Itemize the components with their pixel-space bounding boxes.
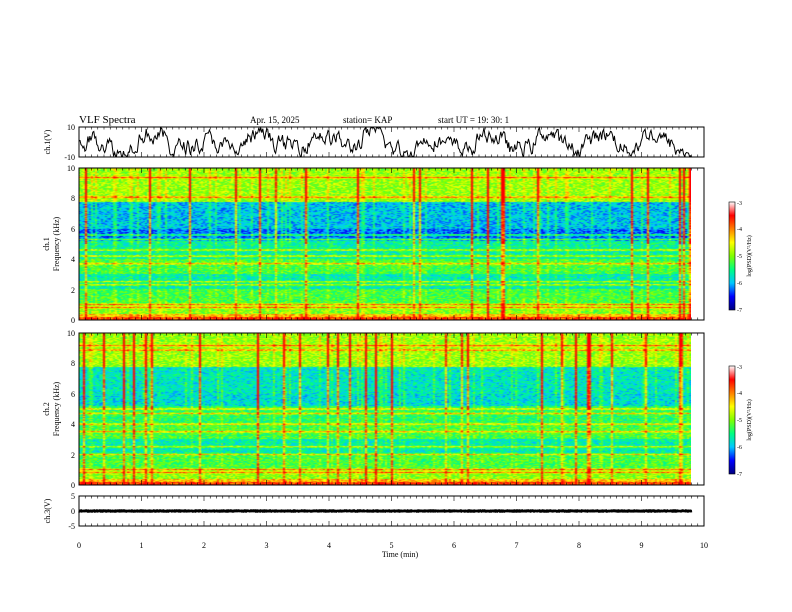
date-label: Apr. 15, 2025 — [250, 115, 300, 125]
ch1-cb-tick-m6: -6 — [737, 281, 742, 287]
ch1-freq-tick-2: 2 — [71, 286, 75, 295]
time-tick-label-9: 9 — [640, 541, 644, 550]
ch2-freq-tick-10: 10 — [67, 329, 75, 338]
start-ut-label: start UT = 19: 30: 1 — [438, 115, 509, 125]
time-tick-label-1: 1 — [140, 541, 144, 550]
ch1-spec-ylabel-frequency: Frequency (kHz) — [52, 216, 61, 271]
ch3-ytick-top: 5 — [71, 492, 75, 501]
time-axis-label: Time (min) — [382, 550, 419, 559]
ch2-cb-tick-m4: -4 — [737, 391, 742, 397]
ch2-freq-tick-2: 2 — [71, 451, 75, 460]
ch1-spectrogram-panel: 0 2 4 6 8 10 ch.1 Frequency (kHz) -3 -4 … — [42, 164, 753, 325]
ch2-cb-tick-m3: -3 — [737, 365, 742, 371]
ch2-cb-tick-m7: -7 — [737, 472, 742, 478]
ch1-cb-tick-m7: -7 — [737, 308, 742, 314]
time-tick-label-6: 6 — [452, 541, 456, 550]
time-tick-label-7: 7 — [515, 541, 519, 550]
ch2-freq-tick-4: 4 — [71, 420, 75, 429]
ch3-ytick-bottom: -5 — [68, 522, 75, 531]
ch3-waveform-xticks — [78, 496, 705, 526]
ch2-freq-tick-6: 6 — [71, 390, 75, 399]
ch1-ytick-top: 10 — [67, 123, 75, 132]
ch2-freq-tick-0: 0 — [71, 481, 75, 490]
ch3-ytick-mid: 0 — [71, 507, 75, 516]
ch2-cb-tick-m5: -5 — [737, 418, 742, 424]
ch3-waveform-panel: 5 0 -5 ch.3(V) — [43, 492, 705, 531]
ch1-colorbar-label: log(PSD)(V²/Hz) — [746, 235, 753, 276]
ch2-spec-ylabel-frequency: Frequency (kHz) — [52, 381, 61, 436]
time-tick-label-8: 8 — [577, 541, 581, 550]
ch1-ylabel: ch.1(V) — [43, 129, 52, 154]
ch1-spectrogram-xticks — [78, 168, 705, 320]
ch1-spectrogram-yticks: 0 2 4 6 8 10 — [67, 164, 75, 325]
ch3-waveform-trace — [78, 509, 693, 513]
ch2-colorbar-label: log(PSD)(V²/Hz) — [746, 399, 753, 440]
time-tick-label-5: 5 — [390, 541, 394, 550]
time-tick-label-3: 3 — [265, 541, 269, 550]
ch1-ytick-bottom: -10 — [64, 153, 75, 162]
ch1-freq-tick-0: 0 — [71, 316, 75, 325]
ch2-spectrogram-panel: 0 2 4 6 8 10 ch.2 Frequency (kHz) -3 -4 … — [42, 329, 753, 490]
ch2-cb-tick-m6: -6 — [737, 445, 742, 451]
station-label: station= KAP — [343, 115, 392, 125]
ch1-spectrogram-image — [79, 168, 691, 320]
time-tick-label-4: 4 — [327, 541, 331, 550]
ch2-spectrogram-yticks: 0 2 4 6 8 10 — [67, 329, 75, 490]
ch1-cb-tick-m4: -4 — [737, 227, 742, 233]
ch1-waveform-panel: 10 -10 ch.1(V) — [43, 123, 705, 162]
ch1-cb-tick-m3: -3 — [737, 201, 742, 207]
ch1-freq-tick-10: 10 — [67, 164, 75, 173]
ch2-spec-ylabel-channel: ch.2 — [42, 402, 51, 416]
ch1-spec-ylabel-channel: ch.1 — [42, 237, 51, 251]
time-tick-label-10: 10 — [700, 541, 708, 550]
ch1-waveform-trace — [78, 126, 692, 159]
time-axis-ticklabels: 0 1 2 3 4 5 6 7 8 9 10 — [77, 541, 708, 550]
ch1-waveform-xticks — [78, 127, 705, 157]
ch1-colorbar — [728, 201, 736, 311]
ch2-colorbar — [728, 365, 736, 475]
ch1-cb-tick-m5: -5 — [737, 254, 742, 260]
time-tick-label-0: 0 — [77, 541, 81, 550]
ch1-freq-tick-4: 4 — [71, 255, 75, 264]
ch1-freq-tick-8: 8 — [71, 194, 75, 203]
ch3-ylabel: ch.3(V) — [43, 498, 52, 523]
figure-title: VLF Spectra — [79, 114, 136, 126]
ch2-spectrogram-image — [79, 333, 691, 485]
ch2-freq-tick-8: 8 — [71, 359, 75, 368]
ch1-freq-tick-6: 6 — [71, 225, 75, 234]
ch2-spectrogram-xticks — [78, 333, 705, 485]
time-tick-label-2: 2 — [202, 541, 206, 550]
